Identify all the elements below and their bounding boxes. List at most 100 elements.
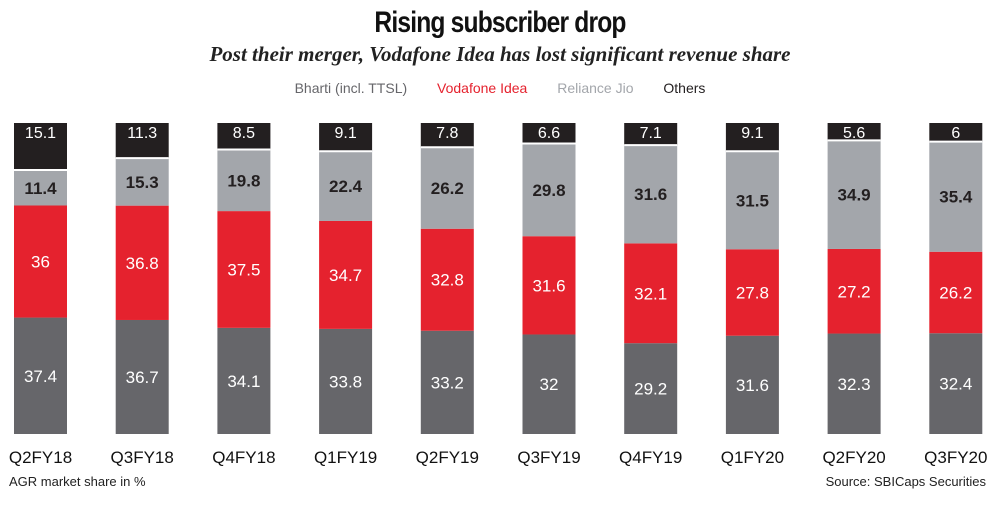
x-tick-label: Q2FY19 — [416, 448, 479, 467]
legend: Bharti (incl. TTSL) Vodafone Idea Relian… — [0, 80, 1000, 96]
bar-segment-reliance-jio — [522, 143, 576, 237]
data-label-reliance-jio: 34.9 — [838, 186, 871, 205]
data-label-others: 7.8 — [436, 125, 458, 142]
data-label-others: 9.1 — [741, 125, 763, 142]
data-label-reliance-jio: 35.4 — [939, 188, 973, 207]
bar-segment-vodafone-idea — [319, 220, 373, 329]
data-label-vodafone-idea: 26.2 — [939, 283, 972, 302]
data-label-bharti: 34.1 — [227, 372, 260, 391]
chart-subtitle: Post their merger, Vodafone Idea has los… — [209, 42, 791, 66]
bar-segment-others — [217, 123, 271, 150]
bar-segment-bharti — [420, 330, 474, 434]
data-label-vodafone-idea: 32.1 — [634, 284, 667, 303]
data-label-reliance-jio: 11.4 — [24, 179, 57, 198]
bar-segment-bharti — [115, 319, 169, 434]
bar-segment-others — [14, 123, 67, 171]
legend-item-bharti: Bharti (incl. TTSL) — [294, 80, 408, 96]
data-label-others: 9.1 — [334, 125, 356, 142]
bar-segment-vodafone-idea — [725, 249, 779, 336]
data-label-reliance-jio: 19.8 — [227, 171, 260, 190]
x-tick-label: Q2FY20 — [822, 448, 885, 467]
bar-segment-vodafone-idea — [827, 248, 881, 334]
data-label-reliance-jio: 22.4 — [329, 177, 363, 196]
x-tick-label: Q1FY19 — [314, 448, 377, 467]
chart-title: Rising subscriber drop — [374, 6, 626, 39]
data-label-reliance-jio: 31.6 — [634, 185, 667, 204]
bar-segment-others — [827, 123, 881, 141]
data-label-bharti: 32 — [540, 375, 559, 394]
bar-segment-vodafone-idea — [420, 228, 474, 331]
bar-segment-vodafone-idea — [14, 205, 67, 318]
bar-segment-reliance-jio — [929, 141, 983, 252]
bar-segment-reliance-jio — [14, 170, 67, 206]
bar-segment-reliance-jio — [319, 151, 373, 221]
x-tick-label: Q3FY19 — [517, 448, 580, 467]
bar-segment-reliance-jio — [420, 147, 474, 229]
bar-segment-bharti — [725, 335, 779, 434]
data-label-others: 7.1 — [640, 125, 662, 142]
bar-segment-bharti — [827, 333, 881, 434]
bar-segment-reliance-jio — [115, 158, 169, 206]
data-label-bharti: 37.4 — [24, 367, 57, 386]
bar-segment-vodafone-idea — [522, 236, 576, 335]
data-label-reliance-jio: 26.2 — [431, 179, 464, 198]
x-tick-label: Q1FY20 — [721, 448, 784, 467]
data-label-vodafone-idea: 27.2 — [838, 282, 871, 301]
data-label-reliance-jio: 29.8 — [532, 181, 565, 200]
bar-segment-bharti — [14, 317, 67, 434]
data-label-bharti: 29.2 — [634, 380, 667, 399]
bar-segment-vodafone-idea — [624, 243, 678, 344]
bar-segment-bharti — [217, 327, 271, 434]
data-label-bharti: 32.4 — [939, 375, 972, 394]
legend-item-others: Others — [663, 80, 706, 96]
x-tick-label: Q3FY20 — [924, 448, 987, 467]
data-label-vodafone-idea: 37.5 — [227, 260, 260, 279]
legend-item-vodafone-idea: Vodafone Idea — [437, 80, 528, 96]
data-label-others: 8.5 — [233, 125, 255, 142]
data-label-vodafone-idea: 36 — [31, 253, 50, 272]
data-label-bharti: 33.2 — [431, 373, 464, 392]
bar-segment-reliance-jio — [217, 149, 271, 212]
bar-segment-reliance-jio — [624, 145, 678, 244]
data-label-vodafone-idea: 36.8 — [126, 254, 159, 273]
data-label-reliance-jio: 31.5 — [736, 191, 769, 210]
bar-segment-others — [929, 123, 983, 142]
unit-note: AGR market share in % — [9, 474, 146, 489]
data-label-bharti: 31.6 — [736, 376, 769, 395]
data-label-reliance-jio: 15.3 — [126, 173, 159, 192]
bar-segment-others — [522, 123, 576, 144]
data-label-vodafone-idea: 34.7 — [329, 266, 362, 285]
bar-segment-vodafone-idea — [115, 205, 169, 320]
bar-segment-reliance-jio — [725, 151, 779, 250]
bar-segment-vodafone-idea — [217, 211, 271, 328]
data-label-others: 11.3 — [127, 125, 157, 142]
x-tick-label: Q2FY18 — [9, 448, 72, 467]
source-note: Source: SBICaps Securities — [825, 474, 986, 489]
data-label-vodafone-idea: 32.8 — [431, 271, 464, 290]
bar-segment-bharti — [522, 334, 576, 434]
data-label-others: 6 — [951, 125, 960, 142]
bar-segment-vodafone-idea — [929, 251, 983, 334]
bar-segment-reliance-jio — [827, 140, 881, 249]
data-label-bharti: 33.8 — [329, 372, 362, 391]
data-label-others: 5.6 — [843, 125, 865, 142]
legend-item-reliance-jio: Reliance Jio — [557, 80, 634, 96]
bar-segment-others — [624, 123, 678, 146]
bar-segment-others — [115, 123, 169, 159]
bar-segment-bharti — [319, 328, 373, 434]
bar-segment-bharti — [929, 333, 983, 434]
x-tick-label: Q3FY18 — [111, 448, 174, 467]
bar-segment-others — [420, 123, 474, 148]
bar-segment-others — [319, 123, 373, 152]
bar-segment-others — [725, 123, 779, 152]
data-label-vodafone-idea: 27.8 — [736, 283, 769, 302]
data-label-vodafone-idea: 31.6 — [532, 276, 565, 295]
data-label-others: 15.1 — [25, 125, 56, 142]
x-tick-label: Q4FY19 — [619, 448, 682, 467]
data-label-bharti: 36.7 — [126, 368, 159, 387]
data-label-others: 6.6 — [538, 125, 560, 142]
x-tick-label: Q4FY18 — [212, 448, 275, 467]
bar-segment-bharti — [624, 343, 678, 434]
data-label-bharti: 32.3 — [838, 375, 871, 394]
